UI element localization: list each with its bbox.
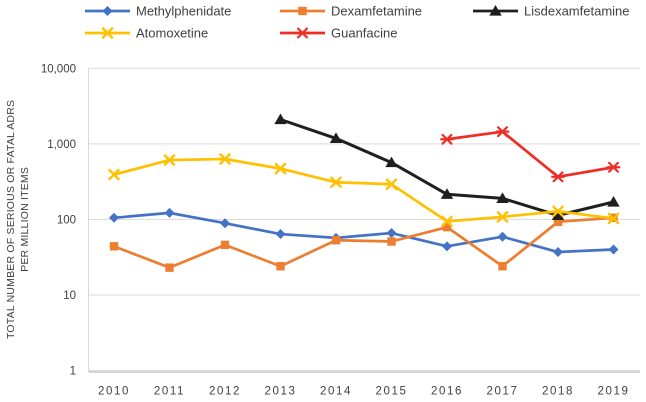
marker-lisdexamfetamine-2019 — [607, 195, 620, 207]
marker-dexamfetamine-2017 — [498, 262, 507, 271]
legend-item-lisdexamfetamine: Lisdexamfetamine — [473, 4, 630, 19]
x-tick-label: 2011 — [154, 386, 185, 398]
legend-label-lisdexamfetamine: Lisdexamfetamine — [524, 4, 630, 19]
marker-atomoxetine-2018 — [552, 205, 564, 218]
y-tick-label: 10,000 — [41, 63, 76, 75]
marker-lisdexamfetamine-2013 — [274, 113, 287, 125]
x-tick-labels: 2010 2011 2012 2013 2014 2015 2016 2017 2018 2019 — [98, 386, 630, 398]
y-tick-label: 100 — [57, 214, 76, 226]
marker-dexamfetamine-2015 — [387, 237, 396, 246]
y-tick-label: 1 — [70, 366, 76, 378]
marker-guanfacine-2018 — [551, 171, 565, 183]
legend-marker-methylphenidate — [102, 6, 113, 16]
marker-methylphenidate-2018 — [553, 247, 563, 258]
x-tick-label: 2012 — [209, 386, 241, 398]
marker-lisdexamfetamine-2018 — [551, 209, 565, 220]
legend: Methylphenidate Dexamfetamine Lisdexamfeta… — [85, 4, 630, 41]
gridlines — [88, 67, 640, 371]
marker-dexamfetamine-2010 — [109, 242, 119, 251]
x-tick-label: 2013 — [265, 386, 297, 398]
series-methylphenidate — [109, 207, 619, 258]
marker-lisdexamfetamine-2014 — [329, 132, 343, 144]
marker-methylphenidate-2017 — [497, 231, 508, 242]
marker-methylphenidate-2016 — [442, 241, 452, 252]
marker-dexamfetamine-2012 — [220, 240, 230, 250]
marker-atomoxetine-2014 — [330, 176, 342, 189]
series-line-dexamfetamine — [112, 216, 615, 269]
marker-guanfacine-2019 — [606, 161, 621, 173]
marker-methylphenidate-2013 — [275, 229, 286, 240]
marker-dexamfetamine-2011 — [165, 263, 174, 272]
marker-methylphenidate-2019 — [608, 244, 619, 255]
series-line-guanfacine — [445, 130, 615, 179]
y-tick-label: 10 — [63, 290, 76, 302]
x-tick-label: 2010 — [98, 386, 130, 398]
x-tick-label: 2019 — [598, 386, 630, 398]
legend-item-atomoxetine: Atomoxetine — [85, 26, 208, 41]
marker-methylphenidate-2015 — [386, 228, 397, 239]
marker-atomoxetine-2013 — [274, 162, 287, 175]
marker-methylphenidate-2010 — [109, 212, 119, 223]
marker-dexamfetamine-2018 — [553, 217, 563, 226]
marker-methylphenidate-2011 — [164, 207, 175, 218]
marker-methylphenidate-2012 — [220, 218, 230, 229]
series-lisdexamfetamine — [274, 113, 620, 220]
marker-atomoxetine-2019 — [607, 212, 620, 225]
marker-dexamfetamine-2013 — [276, 262, 285, 271]
marker-atomoxetine-2017 — [496, 211, 509, 223]
y-axis-title: TOTAL NUMBER OF SERIOUS OR FATAL ADRS PER… — [5, 100, 31, 339]
y-tick-labels: 1 10 100 1,000 10,000 — [41, 63, 76, 377]
legend-item-methylphenidate: Methylphenidate — [85, 4, 231, 19]
marker-atomoxetine-2010 — [108, 168, 120, 181]
y-axis-title-line: PER MILLION ITEMS — [19, 167, 31, 272]
legend-marker-lisdexamfetamine — [489, 5, 502, 16]
x-tick-label: 2017 — [487, 386, 519, 398]
legend-marker-dexamfetamine — [298, 6, 307, 16]
legend-label-atomoxetine: Atomoxetine — [136, 26, 208, 41]
marker-lisdexamfetamine-2015 — [385, 156, 398, 168]
marker-lisdexamfetamine-2016 — [440, 188, 454, 199]
marker-dexamfetamine-2014 — [331, 236, 341, 245]
marker-guanfacine-2016 — [440, 133, 454, 145]
marker-atomoxetine-2012 — [219, 153, 231, 165]
series-dexamfetamine — [109, 213, 618, 272]
legend-marker-atomoxetine — [101, 27, 114, 39]
marker-atomoxetine-2016 — [441, 215, 453, 228]
legend-marker-guanfacine — [295, 27, 310, 39]
legend-label-methylphenidate: Methylphenidate — [136, 4, 231, 19]
legend-item-dexamfetamine: Dexamfetamine — [280, 4, 422, 19]
series-line-methylphenidate — [112, 211, 615, 254]
series-line-atomoxetine — [112, 157, 615, 223]
marker-atomoxetine-2015 — [385, 178, 398, 191]
x-tick-label: 2014 — [320, 386, 352, 398]
series-line-lisdexamfetamine — [279, 118, 615, 217]
legend-label-dexamfetamine: Dexamfetamine — [331, 4, 422, 19]
x-tick-label: 2015 — [376, 386, 408, 398]
legend-item-guanfacine: Guanfacine — [280, 26, 398, 41]
series-atomoxetine — [108, 153, 620, 228]
marker-atomoxetine-2011 — [163, 154, 176, 166]
marker-dexamfetamine-2016 — [442, 222, 452, 232]
y-tick-label: 1,000 — [47, 139, 76, 151]
marker-guanfacine-2017 — [495, 126, 510, 138]
series-guanfacine — [440, 126, 621, 183]
x-tick-label: 2018 — [542, 386, 574, 398]
legend-label-guanfacine: Guanfacine — [331, 26, 398, 41]
marker-lisdexamfetamine-2017 — [496, 192, 509, 203]
y-axis-title-line: TOTAL NUMBER OF SERIOUS OR FATAL ADRS — [5, 100, 17, 339]
x-tick-label: 2016 — [431, 386, 463, 398]
